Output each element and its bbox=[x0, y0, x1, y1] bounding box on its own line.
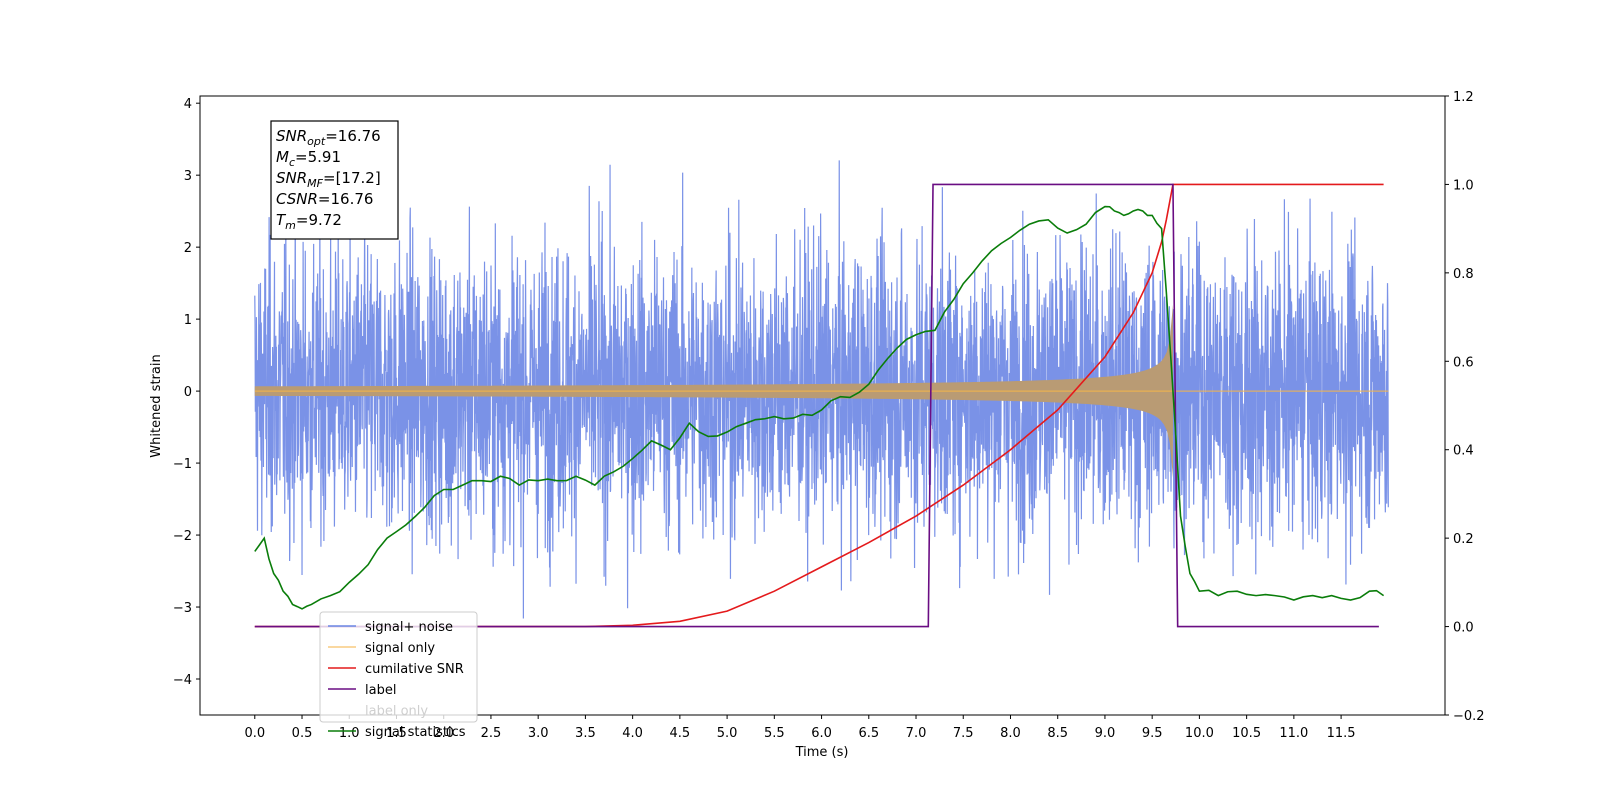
y-tick-label: −1 bbox=[173, 457, 192, 472]
x-tick-label: 9.0 bbox=[1095, 726, 1116, 741]
y-axis-label: Whitened strain bbox=[149, 354, 164, 457]
x-tick-label: 8.0 bbox=[1000, 726, 1021, 741]
y2-tick-label: −0.2 bbox=[1453, 709, 1485, 724]
annotation-line: SNRopt=16.76 bbox=[276, 127, 381, 148]
annotation-symbol: SNR bbox=[276, 127, 307, 145]
annotation-value: =16.76 bbox=[318, 190, 374, 208]
x-axis: 0.0 0.5 1.0 1.5 2.0 2.5 3.0 3.5 4.0 4.5 5.0 5.5 6.0 6… bbox=[244, 715, 1356, 741]
annotation-value: =9.72 bbox=[296, 211, 342, 229]
x-tick-label: 2.5 bbox=[481, 726, 502, 741]
annotation-line: CSNR=16.76 bbox=[276, 190, 373, 208]
x-tick-label: 1.5 bbox=[386, 726, 407, 741]
y2-tick-label: 1.2 bbox=[1453, 90, 1474, 105]
annotation-subscript: c bbox=[289, 156, 295, 169]
y-tick-label: −2 bbox=[173, 529, 192, 544]
x-tick-label: 11.5 bbox=[1327, 726, 1356, 741]
x-tick-label: 9.5 bbox=[1142, 726, 1163, 741]
x-tick-label: 10.5 bbox=[1232, 726, 1261, 741]
series-signal-noise bbox=[254, 160, 1389, 619]
x-tick-label: 10.0 bbox=[1185, 726, 1214, 741]
x-tick-label: 5.5 bbox=[764, 726, 785, 741]
series-cumulative-snr bbox=[254, 183, 1384, 628]
x-axis-label: Time (s) bbox=[795, 745, 849, 760]
annotation-value: =16.76 bbox=[325, 127, 381, 145]
annotation-frame bbox=[270, 120, 399, 240]
legend-label: label only bbox=[365, 704, 428, 719]
annotation-value: =5.91 bbox=[295, 148, 341, 166]
annotation-value: =[17.2] bbox=[323, 169, 381, 187]
x-tick-label: 7.5 bbox=[953, 726, 974, 741]
y-tick-label: 0 bbox=[184, 385, 192, 400]
series-layer bbox=[254, 160, 1389, 628]
x-tick-label: 6.0 bbox=[811, 726, 832, 741]
annotation-subscript: opt bbox=[307, 135, 326, 148]
y2-tick-label: 0.6 bbox=[1453, 355, 1474, 370]
annotation-symbol: CSNR bbox=[276, 190, 318, 208]
legend-label: cumilative SNR bbox=[365, 662, 464, 677]
annotation-symbol: M bbox=[276, 148, 289, 166]
annotation-line: Mc=5.91 bbox=[276, 148, 341, 169]
y2-tick-label: 0.2 bbox=[1453, 532, 1474, 547]
legend-label: signal+ noise bbox=[365, 620, 453, 635]
annotation-subscript: m bbox=[285, 219, 296, 232]
annotation-line: SNRMF=[17.2] bbox=[276, 169, 381, 190]
annotation-subscript: MF bbox=[307, 177, 323, 190]
y-tick-label: −3 bbox=[173, 601, 192, 616]
series-label bbox=[254, 183, 1379, 628]
y2-tick-label: 0.0 bbox=[1453, 621, 1474, 636]
x-tick-label: 0.5 bbox=[292, 726, 313, 741]
x-tick-label: 7.0 bbox=[906, 726, 927, 741]
x-tick-label: 4.5 bbox=[670, 726, 691, 741]
legend-label: signal statistics bbox=[365, 725, 466, 740]
x-tick-label: 3.5 bbox=[575, 726, 596, 741]
annotation-box: SNRopt=16.76Mc=5.91SNRMF=[17.2]CSNR=16.7… bbox=[270, 120, 399, 240]
series-signal-statistics bbox=[254, 205, 1385, 610]
x-tick-label: 1.0 bbox=[339, 726, 360, 741]
annotation-symbol: T bbox=[276, 211, 287, 229]
legend-label: label bbox=[365, 683, 396, 698]
y-tick-label: 2 bbox=[184, 241, 192, 256]
x-tick-label: 8.5 bbox=[1047, 726, 1068, 741]
annotation-line: Tm=9.72 bbox=[276, 211, 342, 232]
legend-frame bbox=[319, 611, 478, 723]
y-tick-label: 1 bbox=[184, 313, 192, 328]
y-axis-left: −4 −3 −2 −1 0 1 2 3 4 bbox=[173, 97, 200, 688]
x-tick-label: 11.0 bbox=[1279, 726, 1308, 741]
y2-tick-label: 1.0 bbox=[1453, 178, 1474, 193]
x-tick-label: 5.0 bbox=[717, 726, 738, 741]
legend: signal+ noise signal only cumilative SNR la… bbox=[319, 611, 478, 740]
x-tick-label: 2.0 bbox=[433, 726, 454, 741]
y-tick-label: −4 bbox=[173, 673, 192, 688]
y2-tick-label: 0.4 bbox=[1453, 444, 1474, 459]
y-axis-right: −0.2 0.0 0.2 0.4 0.6 0.8 1.0 1.2 bbox=[1445, 90, 1485, 724]
x-tick-label: 3.0 bbox=[528, 726, 549, 741]
x-tick-label: 6.5 bbox=[858, 726, 879, 741]
y-tick-label: 3 bbox=[184, 169, 192, 184]
x-tick-label: 0.0 bbox=[244, 726, 265, 741]
y2-tick-label: 0.8 bbox=[1453, 267, 1474, 282]
annotation-symbol: SNR bbox=[276, 169, 307, 187]
y-tick-label: 4 bbox=[184, 97, 192, 112]
x-tick-label: 4.0 bbox=[622, 726, 643, 741]
legend-label: signal only bbox=[365, 641, 435, 656]
plot-frame bbox=[199, 95, 1446, 716]
